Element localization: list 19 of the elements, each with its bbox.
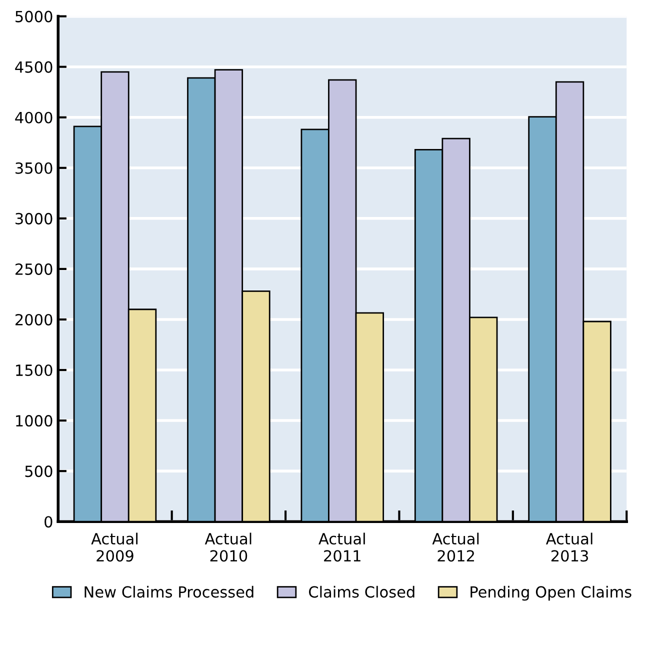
y-tick-label: 0: [44, 516, 52, 528]
legend-label: Pending Open Claims: [470, 586, 632, 601]
x-tick-label: Actual 2010: [204, 532, 252, 562]
y-tick-label: 2000: [16, 314, 52, 326]
x-tick-label: Actual 2009: [91, 532, 138, 562]
legend-label: New Claims Processed: [84, 586, 254, 598]
y-tick-label: 4500: [15, 61, 52, 73]
y-tick-label: 1000: [16, 415, 52, 427]
y-tick-label: 5000: [16, 10, 52, 22]
x-tick-label: Actual 2011: [318, 532, 365, 562]
x-tick-label: Actual 2013: [546, 532, 592, 562]
legend-label: Claims Closed: [308, 586, 414, 598]
y-tick-label: 500: [25, 466, 52, 478]
y-tick-label: 1500: [16, 364, 52, 376]
y-tick-label: 2500: [16, 263, 52, 275]
y-tick-label: 3000: [16, 212, 52, 224]
x-tick-label: Actual 2012: [432, 532, 479, 562]
y-tick-label: 4000: [15, 112, 52, 124]
y-tick-label: 3500: [16, 162, 52, 174]
